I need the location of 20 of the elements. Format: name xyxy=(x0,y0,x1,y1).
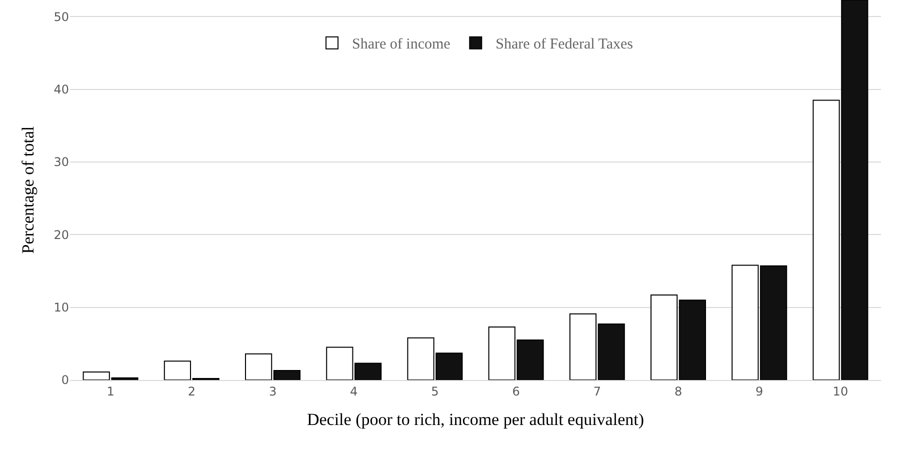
x-axis-title: Decile (poor to rich, income per adult equivalent) xyxy=(306,410,644,429)
x-tick-label: 7 xyxy=(593,384,601,398)
x-tick-label: 5 xyxy=(431,384,439,398)
x-tick-label: 8 xyxy=(674,384,682,398)
legend-label: Share of Federal Taxes xyxy=(496,36,634,53)
y-tick-label: 10 xyxy=(54,300,69,315)
x-tick-label: 2 xyxy=(188,384,196,398)
y-tick-label: 30 xyxy=(54,155,69,170)
x-tick-label: 1 xyxy=(106,384,114,398)
x-tick-label: 3 xyxy=(268,384,277,398)
x-tick-label: 9 xyxy=(756,384,764,398)
legend-label: Share of income xyxy=(352,36,451,53)
y-tick-label: 40 xyxy=(54,82,69,97)
x-tick-label: 10 xyxy=(832,384,848,398)
y-tick-label: 20 xyxy=(54,228,69,242)
y-tick-label: 50 xyxy=(54,10,69,24)
y-axis-title: Percentage of total xyxy=(18,126,38,254)
x-tick-label: 6 xyxy=(512,384,520,398)
y-tick-label: 0 xyxy=(61,373,69,388)
x-tick-label: 4 xyxy=(350,384,358,398)
